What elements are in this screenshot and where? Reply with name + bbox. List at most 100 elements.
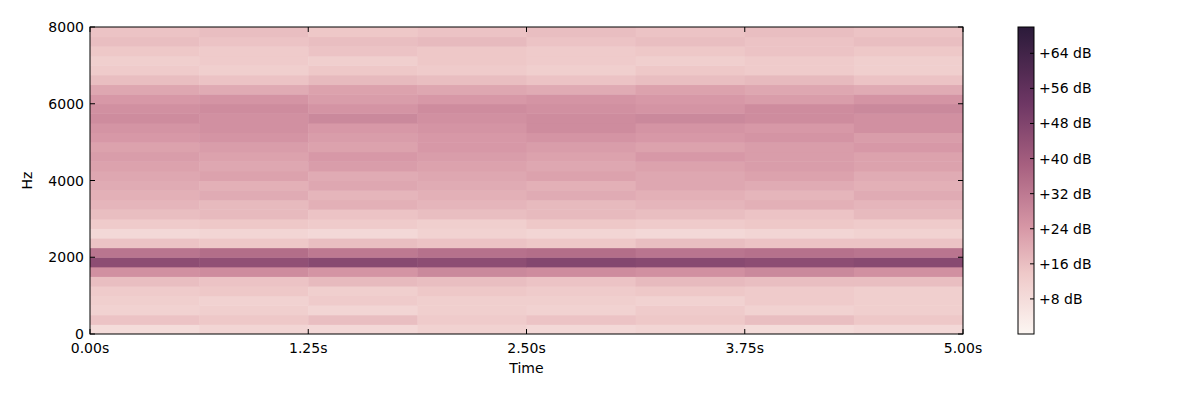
cell — [90, 181, 200, 191]
cell — [745, 238, 855, 248]
cell — [745, 315, 855, 325]
cell — [90, 286, 200, 296]
cell — [308, 248, 418, 258]
cell — [636, 257, 746, 267]
cell — [199, 37, 309, 47]
cell — [745, 133, 855, 143]
cell — [90, 152, 200, 162]
colorbar-tick-label: +56 dB — [1039, 80, 1092, 96]
x-tick-label: 3.75s — [726, 340, 764, 356]
cell — [308, 113, 418, 123]
cell — [527, 94, 637, 104]
cell — [745, 161, 855, 171]
colorbar-tick — [1030, 158, 1034, 159]
colorbar-tick — [1030, 123, 1034, 124]
y-tick-label: 8000 — [48, 19, 84, 35]
cell — [854, 315, 963, 325]
cell — [527, 276, 637, 286]
cell — [854, 65, 963, 75]
cell — [417, 181, 527, 191]
cell — [636, 37, 746, 47]
cell — [308, 190, 418, 200]
x-tick-label: 2.50s — [507, 340, 545, 356]
x-tick — [744, 27, 745, 32]
x-tick — [526, 329, 527, 334]
cell — [636, 267, 746, 277]
cell — [636, 286, 746, 296]
cell — [308, 238, 418, 248]
cell — [199, 286, 309, 296]
cell — [417, 142, 527, 152]
cell — [527, 324, 637, 334]
cell — [854, 113, 963, 123]
cell — [417, 190, 527, 200]
cell — [199, 65, 309, 75]
cell — [417, 296, 527, 306]
cell — [745, 123, 855, 133]
cell — [745, 248, 855, 258]
colorbar-tick-label: +24 dB — [1039, 221, 1092, 237]
cell — [636, 113, 746, 123]
cell — [417, 209, 527, 219]
cell — [636, 181, 746, 191]
cell — [308, 296, 418, 306]
cell — [854, 75, 963, 85]
cell — [417, 104, 527, 114]
cell — [90, 56, 200, 66]
cell — [636, 248, 746, 258]
cell — [90, 209, 200, 219]
cell — [854, 142, 963, 152]
cell — [854, 85, 963, 95]
cell — [199, 219, 309, 229]
cell — [636, 65, 746, 75]
x-tick — [526, 27, 527, 32]
cell — [199, 94, 309, 104]
cell — [199, 276, 309, 286]
cell — [308, 219, 418, 229]
cell — [636, 46, 746, 56]
cell — [636, 56, 746, 66]
cell — [90, 123, 200, 133]
cell — [527, 152, 637, 162]
colorbar-tick-label: +48 dB — [1039, 115, 1092, 131]
colorbar-tick — [1030, 263, 1034, 264]
cell — [417, 286, 527, 296]
cell — [854, 152, 963, 162]
cell — [745, 324, 855, 334]
cell — [527, 248, 637, 258]
cell — [417, 305, 527, 315]
cell — [527, 209, 637, 219]
cell — [199, 27, 309, 37]
cell — [417, 152, 527, 162]
cell — [854, 56, 963, 66]
x-tick — [90, 329, 91, 334]
cell — [308, 56, 418, 66]
cell — [199, 324, 309, 334]
cell — [527, 200, 637, 210]
cell — [745, 65, 855, 75]
x-tick — [963, 27, 964, 32]
cell — [854, 161, 963, 171]
cell — [90, 37, 200, 47]
colorbar-tick-label: +8 dB — [1039, 291, 1083, 307]
cell — [417, 219, 527, 229]
x-axis-label: Time — [508, 360, 543, 376]
cell — [527, 296, 637, 306]
cell — [527, 56, 637, 66]
cell — [417, 46, 527, 56]
cell — [199, 123, 309, 133]
cell — [308, 228, 418, 238]
chart: 0.00s1.25s2.50s3.75s5.00s020004000600080… — [0, 0, 1200, 400]
y-tick — [90, 257, 95, 258]
cell — [636, 75, 746, 85]
cell — [745, 27, 855, 37]
cell — [745, 56, 855, 66]
cell — [636, 324, 746, 334]
cell — [854, 324, 963, 334]
cell — [308, 171, 418, 181]
cell — [417, 75, 527, 85]
cell — [636, 190, 746, 200]
cell — [308, 267, 418, 277]
cell — [854, 257, 963, 267]
cell — [90, 257, 200, 267]
